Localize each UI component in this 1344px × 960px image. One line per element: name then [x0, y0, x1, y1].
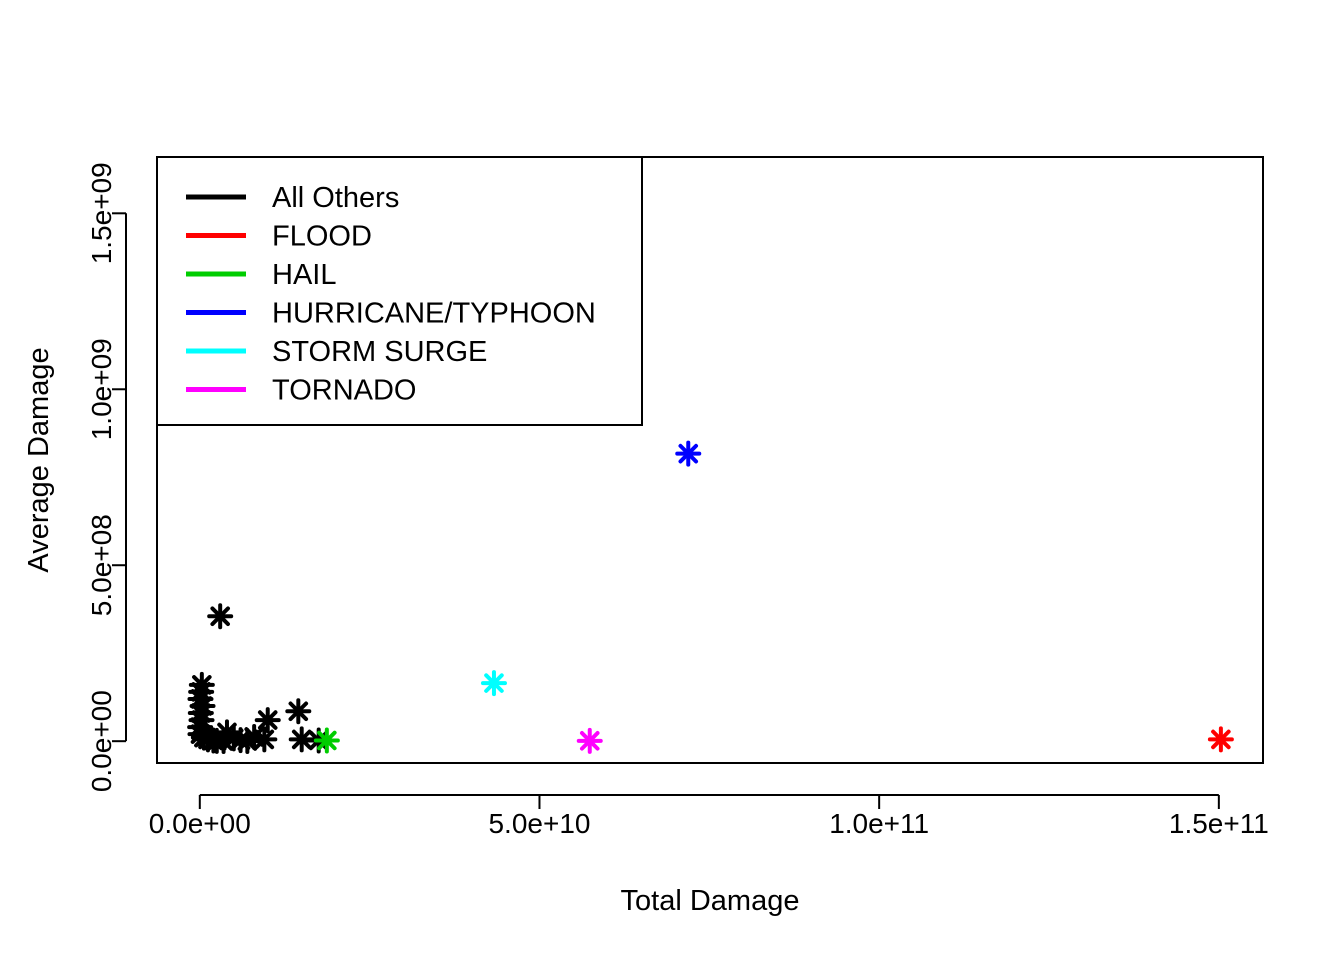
- data-point: [576, 727, 603, 754]
- legend-label: HAIL: [272, 259, 336, 291]
- y-tick-label: 1.0e+09: [86, 338, 117, 440]
- x-tick-label: 1.0e+11: [829, 808, 929, 839]
- data-point: [254, 707, 281, 734]
- data-point: [313, 727, 340, 754]
- data-point: [285, 698, 312, 725]
- data-point: [480, 670, 507, 697]
- legend-label: All Others: [272, 182, 399, 214]
- x-tick-label: 5.0e+10: [488, 808, 590, 839]
- data-point: [675, 440, 702, 467]
- data-point: [210, 728, 237, 755]
- legend-label: HURRICANE/TYPHOON: [272, 298, 596, 330]
- x-tick-label: 0.0e+00: [149, 808, 251, 839]
- legend-box: [156, 156, 643, 426]
- x-tick-label: 1.5e+11: [1169, 808, 1269, 839]
- legend-label: STORM SURGE: [272, 336, 487, 368]
- data-point: [207, 603, 234, 630]
- y-axis-title: Average Damage: [23, 347, 55, 572]
- data-point: [1207, 726, 1234, 753]
- y-tick-label: 1.5e+09: [86, 162, 117, 264]
- y-tick-label: 5.0e+08: [86, 514, 117, 616]
- y-tick-label: 0.0e+00: [86, 690, 117, 792]
- x-axis-title: Total Damage: [621, 885, 800, 917]
- plot-area-border: [156, 156, 1264, 764]
- legend: All Others FLOOD HAIL HURRICANE/TYPHOON STOR…: [156, 156, 643, 426]
- legend-label: TORNADO: [272, 375, 416, 407]
- x-axis: 0.0e+00 5.0e+10 1.0e+11 1.5e+11: [149, 794, 1269, 839]
- legend-label: FLOOD: [272, 221, 372, 253]
- data-point: [234, 728, 261, 755]
- y-axis: 0.0e+00 5.0e+08 1.0e+09 1.5e+09: [86, 162, 127, 792]
- points-layer: [187, 440, 1234, 755]
